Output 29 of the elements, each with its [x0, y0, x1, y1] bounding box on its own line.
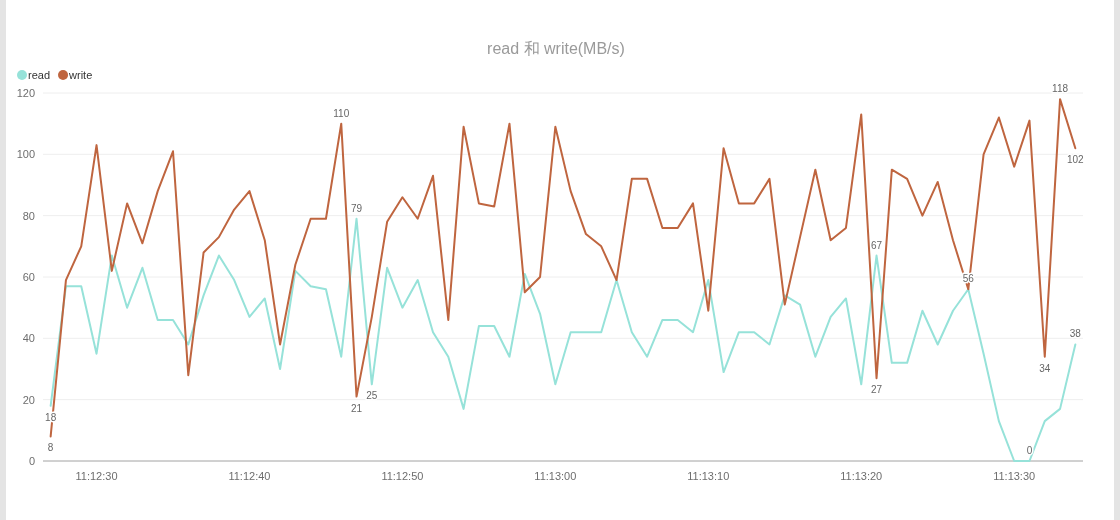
- value-label: 0: [1026, 445, 1033, 456]
- value-label: 27: [870, 384, 883, 396]
- value-label: 102: [1067, 154, 1084, 166]
- xtick: 11:12:30: [75, 470, 118, 482]
- value-label: 79: [350, 202, 363, 214]
- legend-label: write: [68, 69, 93, 81]
- value-label: 34: [1039, 362, 1051, 374]
- xtick: 11:13:30: [993, 470, 1036, 482]
- xtick: 11:13:10: [687, 470, 730, 482]
- ytick: 120: [16, 87, 35, 99]
- value-label: 110: [333, 107, 350, 119]
- value-label: 118: [1052, 83, 1069, 95]
- xtick: 11:13:00: [534, 470, 577, 482]
- value-label: 25: [366, 390, 378, 402]
- ytick: 20: [22, 393, 35, 406]
- ytick: 80: [22, 209, 35, 222]
- xtick: 11:13:20: [840, 470, 883, 482]
- title: read 和 write(MB/s): [487, 40, 625, 57]
- xtick: 11:12:50: [381, 470, 424, 482]
- xtick: 11:12:40: [228, 470, 271, 482]
- ytick: 0: [28, 455, 35, 467]
- ytick: 40: [22, 332, 35, 345]
- value-label: 8: [47, 442, 54, 454]
- ytick: 60: [22, 271, 35, 283]
- legend-label: read: [28, 69, 51, 81]
- value-label: 67: [870, 239, 883, 251]
- value-label: 21: [350, 402, 363, 414]
- value-label: 38: [1069, 328, 1081, 340]
- ytick: 100: [16, 148, 35, 161]
